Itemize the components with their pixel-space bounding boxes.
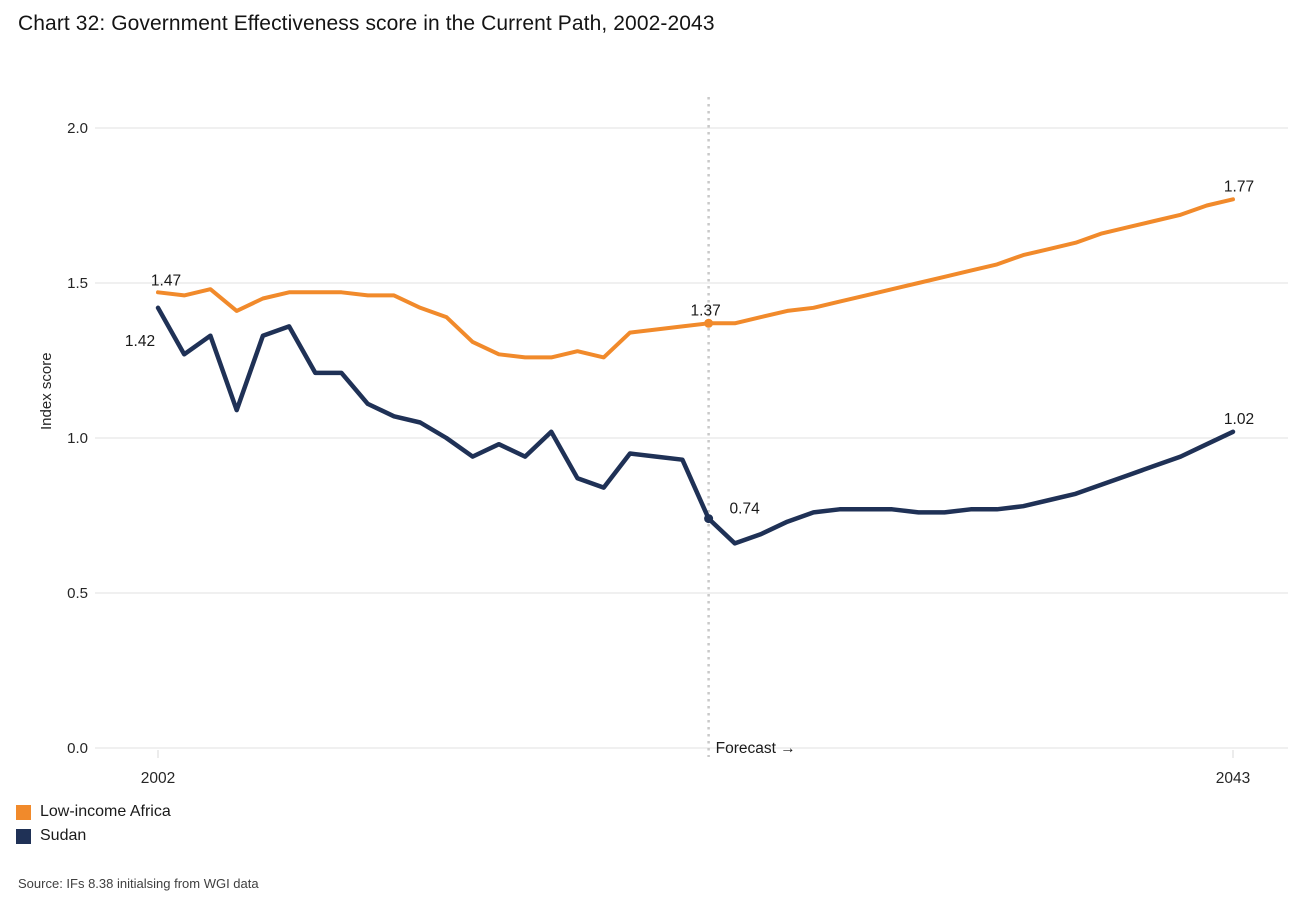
y-tick-label: 0.0 xyxy=(67,740,88,757)
data-label: 1.42 xyxy=(125,333,155,350)
legend-label-low-income-africa: Low-income Africa xyxy=(40,803,171,820)
x-tick-label: 2002 xyxy=(141,770,175,787)
data-label: 1.77 xyxy=(1224,178,1254,195)
data-label: 1.02 xyxy=(1224,411,1254,428)
y-tick-label: 1.0 xyxy=(67,430,88,447)
series-line-low-income-africa xyxy=(156,197,1235,360)
series-line-sudan xyxy=(155,305,1236,546)
legend-swatch-low-income-africa xyxy=(16,804,31,820)
chart-title: Chart 32: Government Effectiveness score… xyxy=(18,12,715,35)
legend-swatch-sudan xyxy=(16,828,31,844)
data-point-marker xyxy=(704,514,714,524)
data-label: 0.74 xyxy=(730,501,761,518)
legend: Low-income Africa Sudan xyxy=(16,803,171,845)
y-tick-label: 1.5 xyxy=(67,275,88,292)
y-tick-label: 0.5 xyxy=(67,585,88,602)
legend-item-low-income-africa: Low-income Africa xyxy=(16,803,171,821)
forecast-label: Forecast → xyxy=(716,740,796,757)
y-tick-label: 2.0 xyxy=(67,120,88,137)
legend-item-sudan: Sudan xyxy=(16,827,171,845)
data-label: 1.37 xyxy=(691,302,721,319)
source-note: Source: IFs 8.38 initialsing from WGI da… xyxy=(18,876,259,891)
legend-label-sudan: Sudan xyxy=(40,827,87,844)
data-label: 1.47 xyxy=(151,272,181,289)
x-tick-label: 2043 xyxy=(1216,770,1250,787)
data-point-marker xyxy=(704,318,714,328)
